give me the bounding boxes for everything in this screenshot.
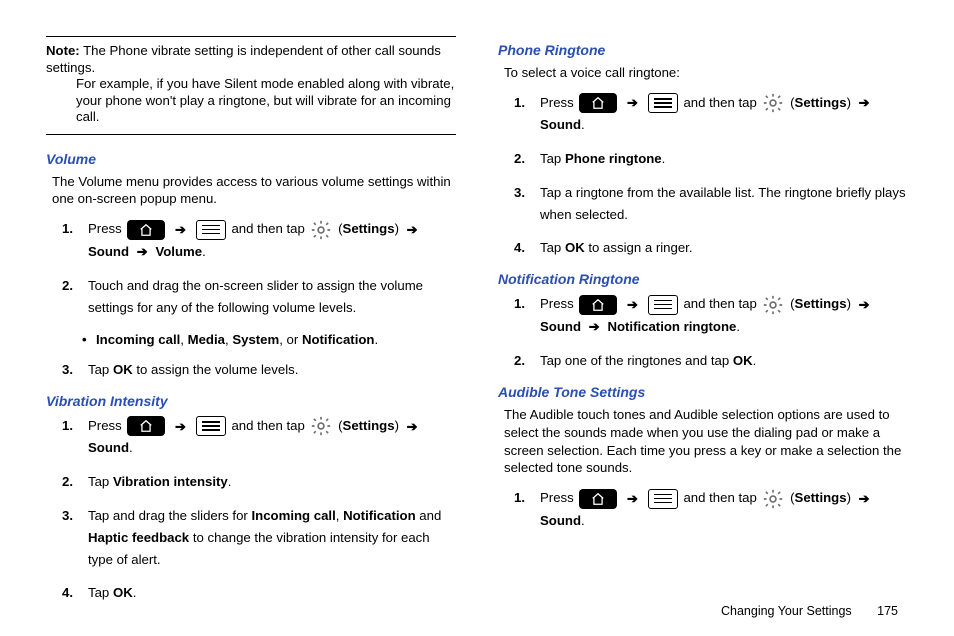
settings-icon <box>310 219 332 241</box>
vibration-heading: Vibration Intensity <box>46 393 456 409</box>
note-rest: For example, if you have Silent mode ena… <box>46 76 456 126</box>
note-label: Note: <box>46 43 80 58</box>
volume-step-3: 3. Tap OK to assign the volume levels. <box>52 359 456 381</box>
ringtone-steps: 1. Press ➔ and then tap (Settings) ➔ Sou… <box>498 92 908 259</box>
vib-step-1: 1. Press ➔ and then tap (Settings) ➔ Sou… <box>52 415 456 459</box>
menu-icon <box>648 295 678 315</box>
menu-icon <box>196 416 226 436</box>
notif-steps: 1. Press ➔ and then tap (Settings) ➔ Sou… <box>498 293 908 372</box>
home-icon <box>579 295 617 315</box>
arrow-icon: ➔ <box>137 241 148 263</box>
step-num: 2. <box>52 275 88 297</box>
arrow-icon: ➔ <box>175 416 186 438</box>
arrow-icon: ➔ <box>627 488 638 510</box>
volume-step-2: 2. Touch and drag the on-screen slider t… <box>52 275 456 319</box>
ring-step-1: 1. Press ➔ and then tap (Settings) ➔ Sou… <box>504 92 908 136</box>
settings-icon <box>310 415 332 437</box>
step-num: 1. <box>52 415 88 437</box>
step-body: Tap and drag the sliders for Incoming ca… <box>88 505 456 570</box>
home-icon <box>579 489 617 509</box>
volume-heading: Volume <box>46 151 456 167</box>
step-body: Tap one of the ringtones and tap OK. <box>540 350 908 372</box>
step-num: 3. <box>504 182 540 204</box>
note-line1: The Phone vibrate setting is independent… <box>46 43 441 75</box>
step-num: 2. <box>52 471 88 493</box>
ringtone-intro: To select a voice call ringtone: <box>504 64 908 82</box>
arrow-icon: ➔ <box>627 294 638 316</box>
step-body: Press ➔ and then tap (Settings) ➔ Sound. <box>540 92 908 136</box>
home-icon <box>127 416 165 436</box>
menu-icon <box>648 93 678 113</box>
vib-step-3: 3. Tap and drag the sliders for Incoming… <box>52 505 456 570</box>
note-box: Note: The Phone vibrate setting is indep… <box>46 36 456 135</box>
step-num: 4. <box>52 582 88 604</box>
ring-step-4: 4. Tap OK to assign a ringer. <box>504 237 908 259</box>
step-num: 3. <box>52 359 88 381</box>
ringtone-heading: Phone Ringtone <box>498 42 908 58</box>
bullet-text: Incoming call, Media, System, or Notific… <box>96 331 378 349</box>
arrow-icon: ➔ <box>859 92 870 114</box>
step-body: Tap OK. <box>88 582 456 604</box>
step-num: 2. <box>504 350 540 372</box>
step-num: 3. <box>52 505 88 527</box>
step-num: 4. <box>504 237 540 259</box>
volume-bullet: • Incoming call, Media, System, or Notif… <box>46 331 456 349</box>
step-body: Press ➔ and then tap (Settings) ➔ Sound … <box>88 218 456 263</box>
arrow-icon: ➔ <box>859 294 870 316</box>
vibration-steps: 1. Press ➔ and then tap (Settings) ➔ Sou… <box>46 415 456 604</box>
step-body: Tap OK to assign the volume levels. <box>88 359 456 381</box>
step-num: 1. <box>52 218 88 240</box>
aud-step-1: 1. Press ➔ and then tap (Settings) ➔ Sou… <box>504 487 908 531</box>
step-num: 1. <box>504 92 540 114</box>
step-body: Tap OK to assign a ringer. <box>540 237 908 259</box>
arrow-icon: ➔ <box>859 488 870 510</box>
arrow-icon: ➔ <box>407 219 418 241</box>
menu-icon <box>196 220 226 240</box>
notif-step-2: 2. Tap one of the ringtones and tap OK. <box>504 350 908 372</box>
step-body: Tap Phone ringtone. <box>540 148 908 170</box>
audible-intro: The Audible touch tones and Audible sele… <box>504 406 908 477</box>
arrow-icon: ➔ <box>175 219 186 241</box>
step-body: Press ➔ and then tap (Settings) ➔ Sound. <box>540 487 908 531</box>
settings-icon <box>762 294 784 316</box>
left-column: Note: The Phone vibrate setting is indep… <box>46 36 456 616</box>
vib-step-4: 4. Tap OK. <box>52 582 456 604</box>
ring-step-3: 3. Tap a ringtone from the available lis… <box>504 182 908 226</box>
volume-step-1: 1. Press ➔ and then tap (Settings) ➔ Sou… <box>52 218 456 263</box>
home-icon <box>579 93 617 113</box>
ring-step-2: 2. Tap Phone ringtone. <box>504 148 908 170</box>
step-body: Press ➔ and then tap (Settings) ➔ Sound … <box>540 293 908 338</box>
step-body: Press ➔ and then tap (Settings) ➔ Sound. <box>88 415 456 459</box>
step-num: 1. <box>504 487 540 509</box>
arrow-icon: ➔ <box>627 92 638 114</box>
step-body: Tap a ringtone from the available list. … <box>540 182 908 226</box>
audible-steps: 1. Press ➔ and then tap (Settings) ➔ Sou… <box>498 487 908 531</box>
arrow-icon: ➔ <box>589 316 600 338</box>
notif-step-1: 1. Press ➔ and then tap (Settings) ➔ Sou… <box>504 293 908 338</box>
menu-icon <box>648 489 678 509</box>
step-num: 2. <box>504 148 540 170</box>
step-body: Tap Vibration intensity. <box>88 471 456 493</box>
step-num: 1. <box>504 293 540 315</box>
volume-intro: The Volume menu provides access to vario… <box>52 173 456 209</box>
home-icon <box>127 220 165 240</box>
settings-icon <box>762 92 784 114</box>
audible-heading: Audible Tone Settings <box>498 384 908 400</box>
arrow-icon: ➔ <box>407 416 418 438</box>
vib-step-2: 2. Tap Vibration intensity. <box>52 471 456 493</box>
volume-steps2: 3. Tap OK to assign the volume levels. <box>46 359 456 381</box>
footer-section: Changing Your Settings <box>721 604 852 618</box>
notif-heading: Notification Ringtone <box>498 271 908 287</box>
volume-steps: 1. Press ➔ and then tap (Settings) ➔ Sou… <box>46 218 456 318</box>
right-column: Phone Ringtone To select a voice call ri… <box>498 36 908 616</box>
settings-icon <box>762 488 784 510</box>
footer: Changing Your Settings 175 <box>721 604 898 618</box>
page: Note: The Phone vibrate setting is indep… <box>0 0 954 636</box>
footer-page: 175 <box>877 604 898 618</box>
step-body: Touch and drag the on-screen slider to a… <box>88 275 456 319</box>
